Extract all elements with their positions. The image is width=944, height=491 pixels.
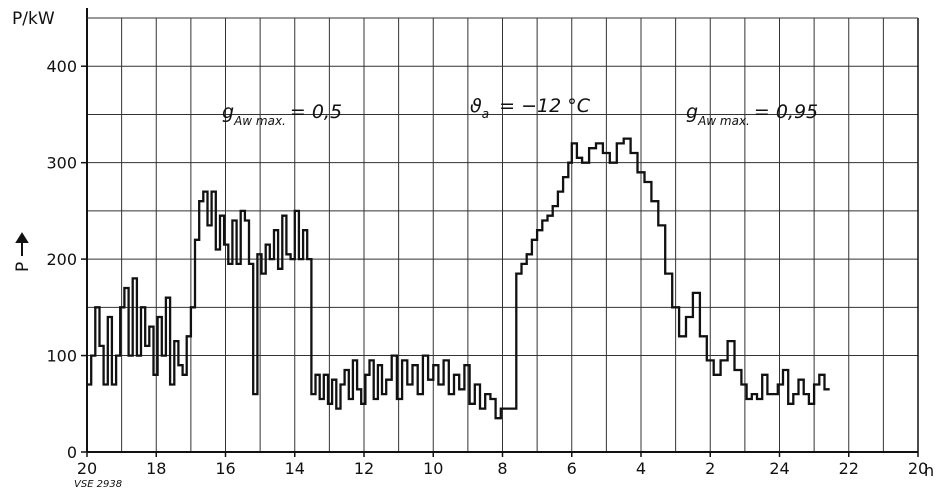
x-tick-label: 10	[423, 459, 443, 478]
x-tick-label: 18	[146, 459, 166, 478]
x-tick-label: 24	[769, 459, 789, 478]
x-tick-label: 22	[839, 459, 859, 478]
y-axis-title: P	[13, 232, 33, 272]
series-line-load	[87, 137, 830, 420]
svg-text:gAw max.= 0,5: gAw max. = 0,5	[222, 101, 342, 128]
y-axis-tick-labels: 0 100 200 300 400	[46, 57, 87, 462]
annotation-right: gAw max. = 0,95	[686, 101, 818, 128]
y-tick-label: 300	[46, 154, 77, 173]
annotation-left-sub: Aw max.	[233, 114, 286, 128]
x-tick-label: 6	[567, 459, 577, 478]
annotation-left-value: = 0,5	[290, 101, 342, 123]
annotation-right-sub: Aw max.	[697, 114, 750, 128]
y-tick-label: 400	[46, 57, 77, 76]
x-tick-label: 2	[705, 459, 715, 478]
annotation-right-main: g	[686, 101, 698, 123]
annotation-middle: ϑa = −12 °C	[470, 95, 591, 121]
x-tick-label: 20	[908, 459, 928, 478]
annotation-right-value: = 0,95	[754, 101, 818, 123]
y-tick-label: 0	[67, 443, 77, 462]
annotation-middle-value: = −12 °C	[499, 95, 591, 117]
annotation-left: gAw max. = 0,5	[222, 101, 342, 128]
svg-text:gAw max.= 0,95: gAw max. = 0,95	[686, 101, 818, 128]
y-tick-label: 100	[46, 347, 77, 366]
y-tick-label: 200	[46, 250, 77, 269]
annotation-middle-sub: a	[482, 107, 489, 121]
x-tick-label: 12	[354, 459, 374, 478]
annotation-middle-main: ϑ	[470, 95, 482, 117]
x-tick-label: 8	[497, 459, 507, 478]
x-axis-unit-label: h	[924, 461, 934, 480]
annotation-left-main: g	[222, 101, 234, 123]
x-tick-label: 4	[636, 459, 646, 478]
x-tick-label: 16	[215, 459, 235, 478]
grid-lines	[86, 18, 919, 452]
svg-text:ϑa= −12 °C: ϑa = −12 °C	[470, 95, 591, 121]
x-tick-label: 20	[77, 459, 97, 478]
y-axis-arrow-icon	[15, 232, 29, 256]
x-axis-tick-labels: 20 18 16 14 12 10 8 6 4 2 24 22 20	[77, 452, 928, 478]
y-axis-title-text: P	[13, 262, 33, 272]
y-axis-unit-label: P/kW	[12, 9, 55, 29]
figure-number: VSE 2938	[74, 479, 122, 490]
x-tick-label: 14	[285, 459, 305, 478]
